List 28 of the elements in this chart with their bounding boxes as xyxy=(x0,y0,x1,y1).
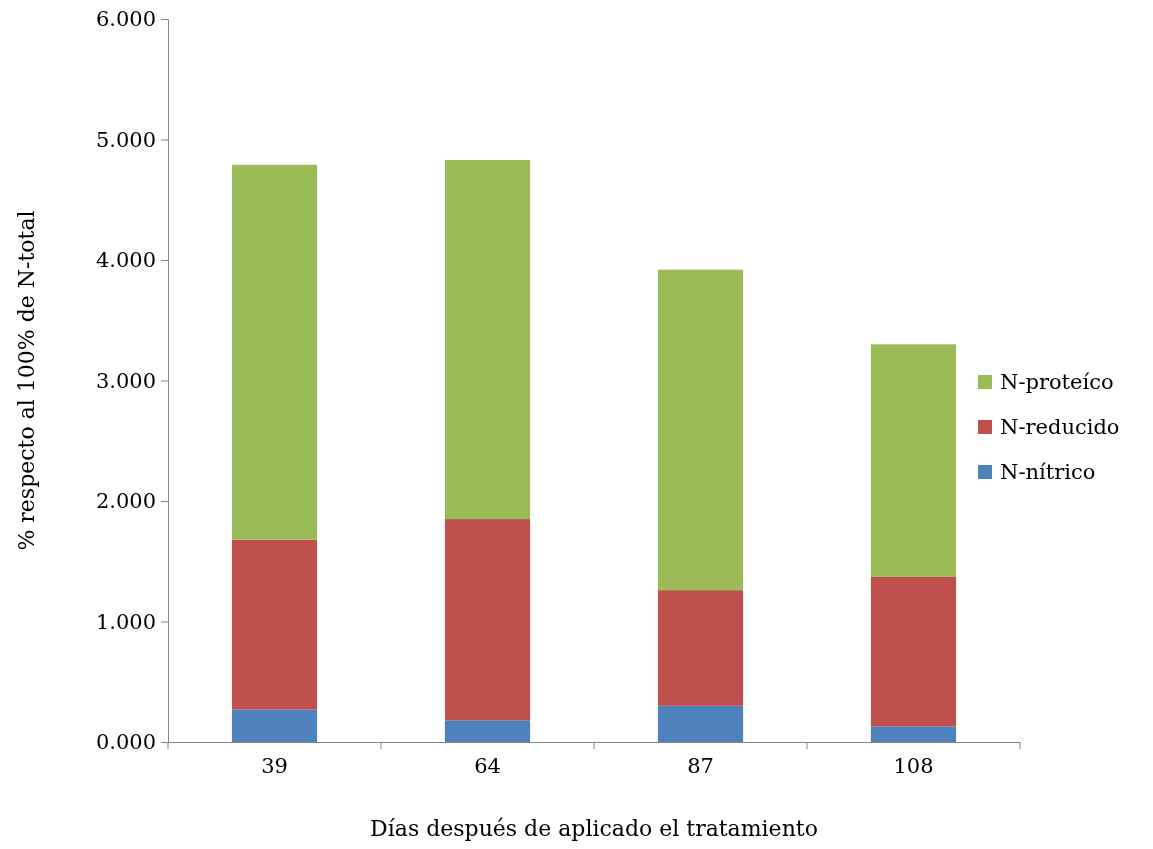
x-tick-label: 64 xyxy=(474,753,501,778)
legend-label: N-reducido xyxy=(1000,415,1120,439)
bar xyxy=(231,539,318,710)
y-tick-label: 6.000 xyxy=(95,7,156,32)
bar xyxy=(870,576,957,727)
legend-label: N-nítrico xyxy=(1000,460,1096,484)
legend-label: N-proteíco xyxy=(1000,370,1114,394)
y-tick-label: 5.000 xyxy=(95,127,156,152)
y-tick-label: 2.000 xyxy=(95,489,156,514)
bar xyxy=(657,705,744,742)
bar xyxy=(444,159,531,520)
bar xyxy=(657,269,744,591)
x-axis-title: Días después de aplicado el tratamiento xyxy=(370,816,818,841)
bar xyxy=(870,726,957,742)
y-tick-label: 4.000 xyxy=(95,248,156,273)
bar xyxy=(444,519,531,721)
y-tick-label: 0.000 xyxy=(95,730,156,755)
bar xyxy=(231,709,318,742)
bar xyxy=(870,344,957,577)
y-tick-label: 3.000 xyxy=(95,368,156,393)
bar xyxy=(444,720,531,742)
x-tick-label: 39 xyxy=(261,753,288,778)
x-tick-label: 87 xyxy=(687,753,714,778)
bar xyxy=(657,590,744,706)
x-tick-label: 108 xyxy=(893,753,934,778)
y-tick-label: 1.000 xyxy=(95,609,156,634)
bar xyxy=(231,164,318,540)
y-axis-title: % respecto al 100% de N-total xyxy=(14,210,39,551)
